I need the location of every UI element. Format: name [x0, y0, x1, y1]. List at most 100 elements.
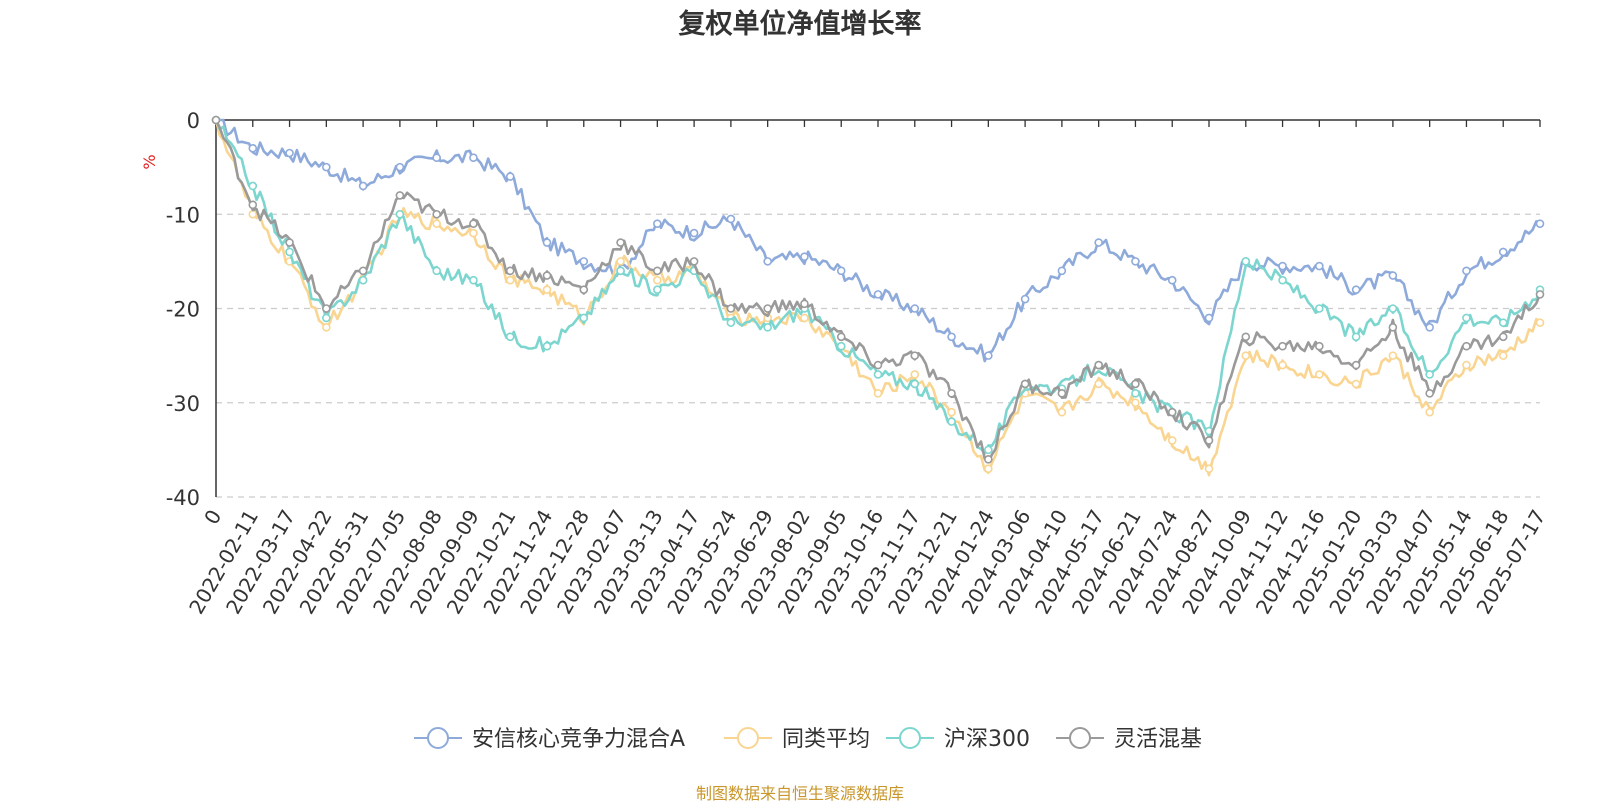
- data-point: [1131, 257, 1140, 266]
- chart-title: 复权单位净值增长率: [678, 9, 922, 40]
- legend-item[interactable]: 同类平均: [724, 727, 870, 752]
- data-point: [1094, 360, 1103, 370]
- data-point: [726, 304, 736, 313]
- legend-marker: [899, 727, 921, 749]
- data-point: [873, 389, 883, 398]
- data-point: [505, 266, 515, 276]
- data-point: [432, 209, 441, 219]
- data-point: [579, 285, 589, 294]
- data-point: [1315, 261, 1324, 271]
- legend-marker: [737, 727, 759, 749]
- data-point: [616, 257, 625, 266]
- data-point: [505, 332, 515, 342]
- data-point: [910, 370, 920, 379]
- data-point: [285, 247, 294, 257]
- data-point: [1094, 379, 1103, 389]
- data-point: [984, 464, 993, 474]
- data-point: [1498, 318, 1508, 327]
- data-point: [763, 257, 772, 266]
- data-point: [1020, 294, 1030, 304]
- data-point: [653, 219, 662, 228]
- data-point: [1278, 275, 1287, 285]
- data-point: [1131, 389, 1140, 398]
- data-point: [873, 370, 883, 379]
- data-point: [1167, 275, 1177, 285]
- data-point: [1388, 323, 1398, 332]
- data-point: [653, 266, 662, 276]
- data-point: [248, 209, 258, 219]
- data-point: [1241, 351, 1251, 360]
- data-point: [1462, 313, 1471, 323]
- data-point: [653, 285, 662, 294]
- data-point: [432, 219, 441, 228]
- data-point: [1351, 379, 1361, 389]
- data-point: [248, 143, 258, 153]
- data-point: [910, 379, 920, 389]
- grid-lines: [216, 213, 1540, 498]
- data-point: [542, 341, 552, 351]
- legend-label: 安信核心竞争力混合A: [472, 727, 685, 752]
- data-point: [763, 323, 772, 332]
- data-point: [947, 389, 956, 398]
- data-point: [1057, 389, 1067, 398]
- data-point: [1315, 341, 1324, 351]
- data-point: [579, 257, 589, 266]
- data-point: [1057, 266, 1067, 276]
- data-point: [763, 304, 772, 313]
- data-point: [469, 153, 478, 162]
- data-point: [1425, 323, 1434, 332]
- data-point: [211, 115, 221, 125]
- data-point: [1388, 271, 1398, 280]
- data-point: [432, 266, 441, 276]
- data-point: [836, 341, 846, 351]
- legend: 安信核心竞争力混合A 同类平均 沪深300 灵活混基: [414, 727, 1202, 752]
- data-point: [248, 200, 258, 210]
- data-point: [1278, 261, 1287, 271]
- data-point: [322, 313, 331, 323]
- data-point: [800, 313, 809, 323]
- data-point: [689, 257, 699, 266]
- data-point: [1425, 370, 1434, 379]
- legend-item[interactable]: 沪深300: [886, 727, 1030, 752]
- series-lines: [211, 115, 1545, 477]
- legend-label: 沪深300: [944, 727, 1030, 752]
- data-point: [469, 228, 478, 238]
- y-axis-unit: %: [140, 154, 159, 169]
- data-point: [1462, 341, 1471, 351]
- data-point: [1351, 360, 1361, 370]
- data-point: [285, 238, 294, 247]
- y-tick-label: -30: [166, 392, 200, 416]
- data-point: [285, 148, 294, 158]
- source-note: 制图数据来自恒生聚源数据库: [695, 784, 904, 803]
- x-tick-label: 0: [199, 506, 226, 529]
- legend-label: 同类平均: [782, 727, 870, 752]
- data-point: [395, 209, 405, 219]
- legend-marker: [427, 727, 449, 749]
- data-point: [322, 304, 331, 313]
- data-point: [873, 290, 883, 299]
- data-point: [800, 252, 809, 261]
- data-point: [1278, 341, 1287, 351]
- legend-item[interactable]: 灵活混基: [1056, 727, 1202, 752]
- data-point: [984, 351, 993, 360]
- data-point: [616, 266, 625, 276]
- data-point: [1535, 318, 1545, 327]
- data-point: [1351, 332, 1361, 342]
- y-tick-label: 0: [187, 109, 200, 133]
- data-point: [469, 219, 478, 228]
- data-point: [395, 162, 405, 172]
- legend-item[interactable]: 安信核心竞争力混合A: [414, 727, 685, 752]
- data-point: [836, 332, 846, 342]
- data-point: [1241, 257, 1251, 266]
- data-point: [1278, 360, 1287, 370]
- data-point: [579, 313, 589, 323]
- data-point: [836, 266, 846, 276]
- y-tick-label: -20: [166, 298, 200, 322]
- legend-label: 灵活混基: [1114, 727, 1202, 752]
- data-point: [542, 238, 552, 247]
- data-point: [1535, 219, 1545, 228]
- data-point: [1351, 285, 1361, 294]
- data-point: [910, 351, 920, 360]
- data-point: [432, 153, 441, 162]
